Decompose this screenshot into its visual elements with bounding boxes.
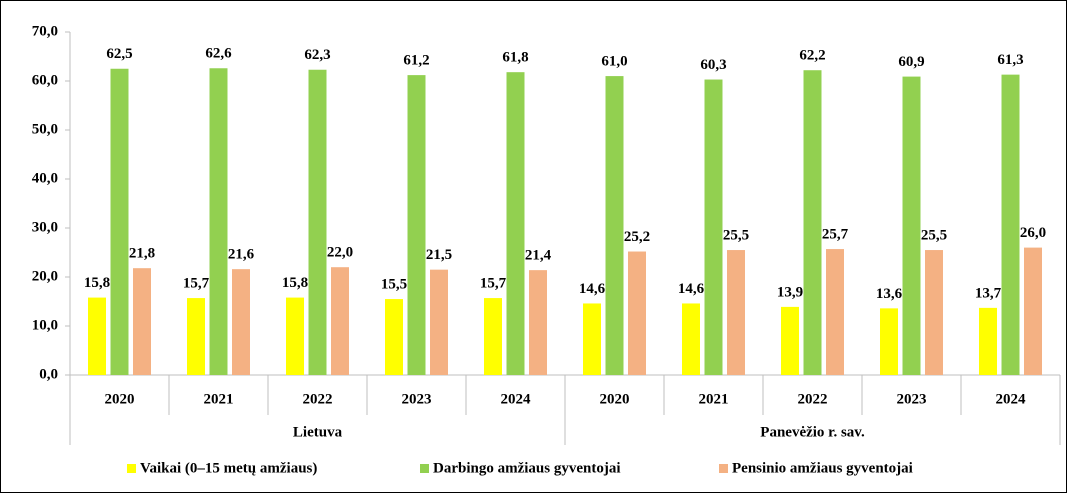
y-tick-label: 0,0: [39, 366, 58, 382]
x-tick-label: 2023: [402, 391, 432, 407]
data-label: 61,8: [502, 50, 528, 66]
group-label: Panevėžio r. sav.: [760, 424, 865, 440]
bar: [430, 269, 448, 375]
y-tick-label: 50,0: [32, 121, 58, 137]
data-label: 25,5: [723, 227, 749, 243]
bar: [331, 267, 349, 375]
bar: [88, 297, 106, 375]
bar: [484, 298, 502, 375]
legend-swatch: [719, 464, 728, 473]
data-label: 25,5: [921, 227, 947, 243]
y-tick-label: 70,0: [32, 23, 58, 39]
x-tick-label: 2020: [105, 391, 135, 407]
bar: [529, 270, 547, 375]
y-tick-label: 60,0: [32, 72, 58, 88]
x-tick-label: 2022: [303, 391, 333, 407]
data-label: 14,6: [579, 281, 606, 297]
x-tick-label: 2024: [501, 391, 532, 407]
data-label: 21,8: [129, 246, 155, 262]
bar: [682, 303, 700, 375]
group-label: Lietuva: [293, 424, 343, 440]
data-label: 15,7: [183, 276, 210, 292]
bar: [803, 70, 822, 375]
data-label: 21,5: [426, 247, 452, 263]
x-tick-label: 2022: [798, 391, 828, 407]
legend-swatch: [127, 464, 136, 473]
bar: [1001, 74, 1020, 375]
y-tick-label: 10,0: [32, 317, 58, 333]
x-tick-label: 2021: [699, 391, 729, 407]
data-label: 60,9: [898, 54, 924, 70]
data-label: 15,8: [84, 275, 110, 291]
y-tick-label: 30,0: [32, 219, 58, 235]
data-label: 61,3: [997, 52, 1023, 68]
bar: [704, 79, 723, 375]
data-label: 22,0: [327, 245, 353, 261]
data-label: 15,7: [480, 276, 507, 292]
data-label: 62,2: [799, 48, 825, 64]
data-label: 62,5: [106, 46, 132, 62]
x-tick-label: 2023: [897, 391, 927, 407]
bar: [781, 306, 799, 375]
data-label: 26,0: [1020, 225, 1046, 241]
bar: [187, 298, 205, 375]
data-label: 61,0: [601, 54, 627, 70]
bar: [209, 68, 228, 375]
bar: [506, 72, 525, 376]
bar: [110, 68, 129, 375]
bar: [1024, 247, 1042, 375]
y-tick-label: 20,0: [32, 268, 58, 284]
bar: [385, 299, 403, 375]
data-label: 21,4: [525, 248, 552, 264]
data-label: 13,7: [975, 285, 1002, 301]
x-tick-label: 2021: [204, 391, 234, 407]
bar: [628, 251, 646, 375]
bar: [979, 307, 997, 375]
data-label: 14,6: [678, 281, 705, 297]
data-label: 25,7: [822, 227, 849, 243]
data-label: 21,6: [228, 247, 255, 263]
data-label: 15,5: [381, 276, 407, 292]
bar: [826, 249, 844, 375]
legend-label: Pensinio amžiaus gyventojai: [732, 460, 913, 476]
bar: [133, 268, 151, 375]
data-label: 62,3: [304, 47, 330, 63]
bar: [407, 75, 426, 376]
data-label: 15,8: [282, 275, 308, 291]
bar: [880, 308, 898, 375]
bar: [232, 269, 250, 375]
bar: [605, 76, 624, 375]
data-label: 62,6: [205, 46, 232, 62]
data-label: 60,3: [700, 57, 726, 73]
legend-swatch: [420, 464, 429, 473]
data-label: 61,2: [403, 53, 429, 69]
bar: [583, 303, 601, 375]
bar: [925, 250, 943, 375]
y-tick-label: 40,0: [32, 170, 58, 186]
x-tick-label: 2020: [600, 391, 630, 407]
data-label: 13,6: [876, 286, 903, 302]
legend-label: Vaikai (0–15 metų amžiaus): [140, 460, 317, 476]
legend-label: Darbingo amžiaus gyventojai: [433, 460, 621, 476]
data-label: 25,2: [624, 229, 650, 245]
bar: [286, 297, 304, 375]
data-label: 13,9: [777, 284, 803, 300]
x-tick-label: 2024: [996, 391, 1027, 407]
bar: [308, 69, 327, 375]
bar: [727, 250, 745, 375]
bar: [902, 76, 921, 375]
